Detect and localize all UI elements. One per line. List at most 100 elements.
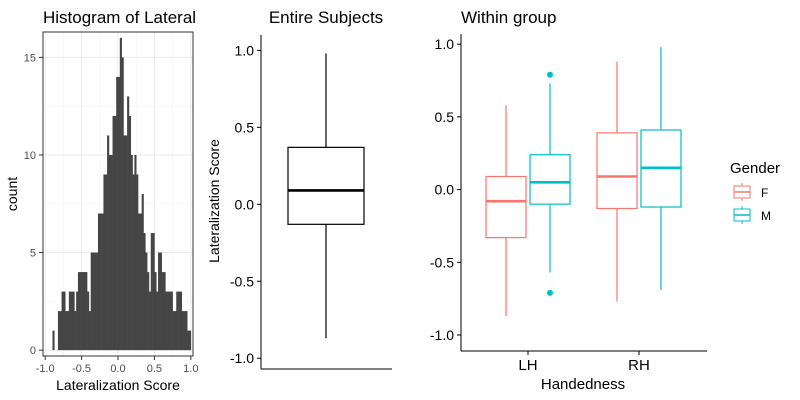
legend: Gender F M [730,160,780,224]
histogram-bar [128,115,132,351]
histogram-bar [168,291,172,351]
within-group-y-ticks: -1.0 -0.5 0.0 0.5 1.0 [430,36,461,343]
entire-subjects-box-iqr-box [287,146,365,225]
entire-subjects-y-tick-label: 0.5 [235,119,255,135]
within-group-x-tick-label: LH [518,357,537,374]
histogram-bar [114,115,117,351]
histogram-bar [159,252,162,351]
histogram-bar [63,291,66,351]
histogram-bar [97,213,101,351]
entire-subjects-y-tick-label: 1.0 [235,42,255,58]
within-group-y-tick-label: 0.5 [435,109,455,125]
histogram-bar [134,154,137,351]
histogram-panel: -1.0 -0.5 0.0 0.5 1.0 0 5 10 15 Histogram of La… [4,8,198,393]
histogram-bar [70,291,73,351]
histogram-x-tick-label: -1.0 [36,363,55,375]
histogram-bar [167,291,170,351]
histogram-bar [125,135,128,351]
histogram-bar [154,272,157,351]
histogram-y-tick-label: 15 [24,52,36,64]
histogram-bar [81,272,84,351]
histogram-y-tick-label: 5 [30,248,36,260]
within-group-boxes [485,47,682,317]
within-group-m-box-outlier [547,289,553,296]
histogram-bar [83,272,86,351]
within-group-x-tick-label: RH [628,357,650,374]
histogram-bar [87,291,90,351]
histogram-bar [77,272,81,351]
within-group-axes [460,34,707,352]
histogram-bar [165,291,168,351]
histogram-bar [61,291,64,351]
histogram-bar [141,194,144,351]
within-group-m-box-outlier [547,71,553,78]
histogram-bar [118,76,121,351]
within-group-y-tick-label: -1.0 [430,327,454,343]
histogram-bar [121,57,124,351]
histogram-bar [163,272,166,351]
histogram-bar [174,311,177,351]
histogram-bar [170,291,173,351]
entire-subjects-panel: -1.0 -0.5 0.0 0.5 1.0 Entire Subjects Latera… [206,8,392,370]
histogram-y-tick-label: 0 [30,345,36,357]
histogram-bars [52,37,192,351]
histogram-bar [67,311,70,351]
histogram-bar [147,272,150,351]
histogram-bar [116,76,119,351]
histogram-bar [145,252,148,351]
histogram-bar [161,272,164,351]
histogram-bar [127,96,130,351]
histogram-bar [110,154,113,351]
entire-subjects-axes [260,35,392,370]
legend-key-m [733,206,751,224]
histogram-x-axis-label: Lateralization Score [56,377,180,393]
histogram-bar [138,213,141,351]
histogram-bar [119,37,122,351]
histogram-bar [65,311,68,351]
histogram-bar [185,311,188,351]
histogram-bar [94,252,97,351]
histogram-bar [92,252,95,351]
histogram-bar [57,311,61,351]
legend-keys [733,183,751,224]
histogram-y-ticks: 0 5 10 15 [24,52,43,357]
legend-key-f [733,183,751,201]
within-group-y-tick-label: -0.5 [430,254,454,270]
within-group-m-box-iqr-box [529,154,571,205]
histogram-bar [183,311,186,351]
histogram-x-tick-label: 0.0 [110,363,125,375]
histogram-bar [136,174,139,351]
histogram-bar [150,233,153,351]
histogram-bar [85,272,88,351]
entire-subjects-y-tick-label: -0.5 [230,273,254,289]
histogram-bar [103,174,106,351]
histogram-bar [187,330,190,351]
entire-subjects-y-tick-label: -1.0 [230,350,254,366]
entire-subjects-box [287,53,365,339]
entire-subjects-y-axis-label: Lateralization Score [206,139,222,263]
histogram-bar [79,272,82,351]
histogram-bar [143,233,146,351]
histogram-bar [52,330,55,351]
legend-label-m: M [761,209,771,223]
histogram-bar [68,291,71,351]
histogram-bar [176,291,179,351]
histogram-bar [156,291,159,351]
within-group-x-axis-label: Handedness [541,376,625,393]
histogram-bar [99,213,102,351]
entire-subjects-y-tick-label: 0.0 [235,196,255,212]
entire-subjects-title: Entire Subjects [269,8,383,27]
histogram-bar [178,291,181,351]
histogram-bar [158,252,161,351]
within-group-title: Within group [461,8,556,27]
histogram-bar [139,213,142,351]
histogram-bar [59,311,62,351]
histogram-bar [188,330,192,351]
within-group-y-tick-label: 0.0 [435,182,455,198]
histogram-bar [130,154,133,351]
entire-subjects-y-ticks: -1.0 -0.5 0.0 0.5 1.0 [230,42,261,366]
histogram-bar [74,311,77,351]
histogram-bar [101,213,104,351]
histogram-bar [105,174,108,351]
histogram-x-tick-label: -0.5 [72,363,91,375]
